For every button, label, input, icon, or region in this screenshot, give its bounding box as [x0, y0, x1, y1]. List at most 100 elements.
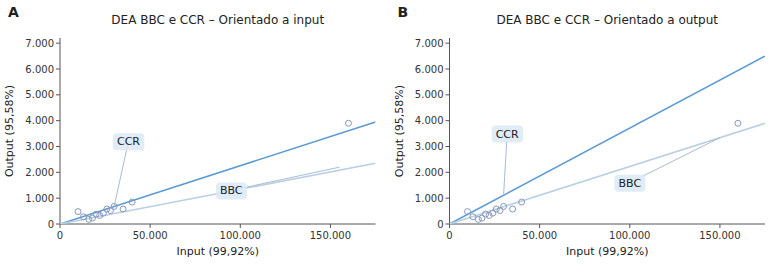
scatter-point — [501, 203, 507, 209]
annotation: CCR — [113, 133, 144, 206]
x-axis-label: Input (99,92%) — [176, 245, 259, 258]
x-tick — [719, 224, 720, 228]
scatter-point — [510, 206, 516, 212]
y-tick-label: 5.000 — [25, 89, 54, 100]
annotation-box — [614, 175, 645, 192]
y-tick-label: 1.000 — [25, 193, 54, 204]
y-tick-label: 6.000 — [415, 64, 444, 75]
x-tick-label: 100.000 — [220, 230, 261, 241]
y-tick — [56, 69, 60, 70]
y-tick — [446, 198, 450, 199]
scatter-point — [479, 215, 485, 221]
annotation-text: CCR — [496, 128, 519, 141]
scatter-point — [475, 216, 481, 222]
scatter-point — [519, 199, 525, 205]
y-tick — [56, 43, 60, 44]
annotation-box — [216, 182, 247, 199]
y-tick — [446, 172, 450, 173]
x-tick-label: 150.000 — [310, 230, 351, 241]
scatter-point — [129, 199, 135, 205]
x-tick-label: 100.000 — [609, 230, 650, 241]
y-tick-label: 1.000 — [415, 193, 444, 204]
y-tick-label: 0 — [437, 219, 443, 230]
x-axis-line — [60, 224, 376, 225]
y-tick-label: 2.000 — [415, 167, 444, 178]
plot-area — [450, 56, 766, 224]
annotation: BBC — [614, 138, 719, 192]
title: DEA BBC e CCR – Orientado a input — [111, 13, 324, 27]
annotation: CCR — [492, 126, 523, 196]
y-tick-label: 7.000 — [25, 38, 54, 49]
x-tick — [449, 224, 450, 228]
line — [450, 123, 766, 224]
line — [60, 163, 376, 224]
x-tick — [330, 224, 331, 228]
y-axis-line — [60, 38, 61, 224]
scatter-point — [735, 120, 741, 126]
x-tick — [60, 224, 61, 228]
y-tick — [56, 146, 60, 147]
scatter-point — [93, 211, 99, 217]
y-tick-label: 0 — [48, 219, 54, 230]
annotation-box — [492, 126, 523, 143]
y-tick — [446, 69, 450, 70]
scatter-point — [465, 209, 471, 215]
annotation-connector — [231, 167, 339, 190]
y-axis-label: Output (95,58%) — [393, 85, 406, 177]
scatter-point — [75, 209, 81, 215]
panel: A DEA BBC e CCR – Orientado a input 0 50.00… — [3, 4, 376, 258]
y-tick-label: 5.000 — [415, 89, 444, 100]
y-axis-label: Output (95,58%) — [3, 85, 16, 177]
y-tick-label: 2.000 — [25, 167, 54, 178]
scatter-point — [483, 211, 489, 217]
annotation: BBC — [216, 167, 339, 199]
x-tick — [629, 224, 630, 228]
annotation-connector — [504, 134, 508, 196]
y-tick-label: 3.000 — [415, 141, 444, 152]
x-tick — [150, 224, 151, 228]
x-axis-line — [450, 224, 766, 225]
x-axis-label: Input (99,92%) — [566, 245, 649, 258]
y-tick — [446, 120, 450, 121]
figure: A DEA BBC e CCR – Orientado a input 0 50.00… — [0, 0, 779, 264]
y-tick — [56, 120, 60, 121]
title: DEA BBC e CCR – Orientado a output — [497, 13, 719, 27]
annotation-text: CCR — [117, 135, 140, 148]
y-tick-label: 6.000 — [25, 64, 54, 75]
annotation-text: BBC — [220, 184, 243, 197]
scatter-point — [104, 206, 110, 212]
y-tick — [446, 146, 450, 147]
y-tick — [446, 224, 450, 225]
y-tick-label: 4.000 — [415, 115, 444, 126]
scatter-point — [493, 206, 499, 212]
x-tick-label: 0 — [446, 230, 452, 241]
y-tick — [446, 43, 450, 44]
annotation-text: BBC — [618, 177, 641, 190]
y-tick-label: 7.000 — [415, 38, 444, 49]
x-tick-label: 150.000 — [699, 230, 740, 241]
line — [60, 122, 376, 224]
annotation-connector — [114, 141, 128, 206]
panel: BDEA BBC e CCR – Orientado a output050.0… — [393, 4, 766, 258]
scatter-point — [86, 216, 92, 222]
y-tick-label: 4.000 — [25, 115, 54, 126]
y-tick — [56, 94, 60, 95]
x-tick — [539, 224, 540, 228]
x-tick-label: 50.000 — [133, 230, 168, 241]
x-tick-label: 0 — [57, 230, 63, 241]
scatter-point — [120, 206, 126, 212]
y-axis-line — [449, 38, 450, 224]
x-tick — [240, 224, 241, 228]
y-tick-label: 3.000 — [25, 141, 54, 152]
line — [450, 56, 766, 224]
scatter-point — [345, 120, 351, 126]
panel-label: A — [8, 4, 19, 20]
scatter-point — [89, 215, 95, 221]
annotation-box — [113, 133, 144, 150]
y-tick — [56, 172, 60, 173]
plot-area — [60, 120, 376, 224]
y-tick — [446, 94, 450, 95]
y-tick — [56, 198, 60, 199]
x-tick-label: 50.000 — [522, 230, 557, 241]
y-tick — [56, 224, 60, 225]
